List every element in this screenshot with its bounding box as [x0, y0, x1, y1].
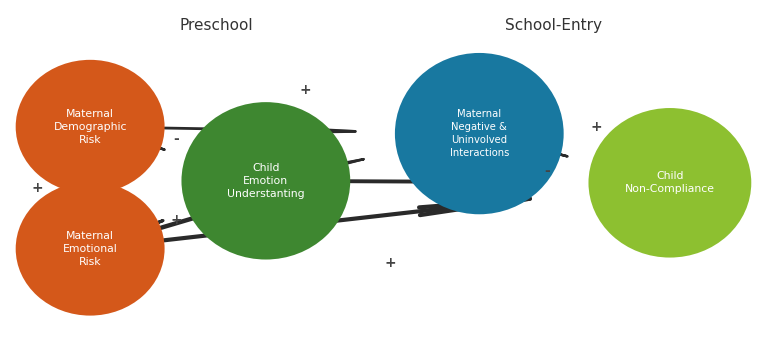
Text: Maternal
Emotional
Risk: Maternal Emotional Risk: [62, 231, 117, 267]
Text: -: -: [544, 164, 549, 178]
Text: +: +: [384, 256, 395, 270]
Text: +: +: [32, 181, 43, 195]
Ellipse shape: [395, 53, 564, 214]
Text: Maternal
Demographic
Risk: Maternal Demographic Risk: [53, 108, 127, 145]
Text: +: +: [299, 83, 312, 97]
Text: School-Entry: School-Entry: [505, 18, 602, 33]
Text: Maternal
Negative &
Uninvolved
Interactions: Maternal Negative & Uninvolved Interacti…: [450, 109, 509, 159]
Text: +: +: [171, 213, 182, 227]
Text: Preschool: Preschool: [179, 18, 253, 33]
Ellipse shape: [181, 102, 351, 260]
Ellipse shape: [588, 108, 751, 257]
Ellipse shape: [16, 182, 165, 316]
Text: +: +: [591, 120, 602, 134]
Text: Child
Emotion
Understanting: Child Emotion Understanting: [227, 163, 305, 199]
Text: Child
Non-Compliance: Child Non-Compliance: [625, 171, 715, 194]
Ellipse shape: [16, 60, 165, 194]
Text: -: -: [174, 132, 179, 146]
